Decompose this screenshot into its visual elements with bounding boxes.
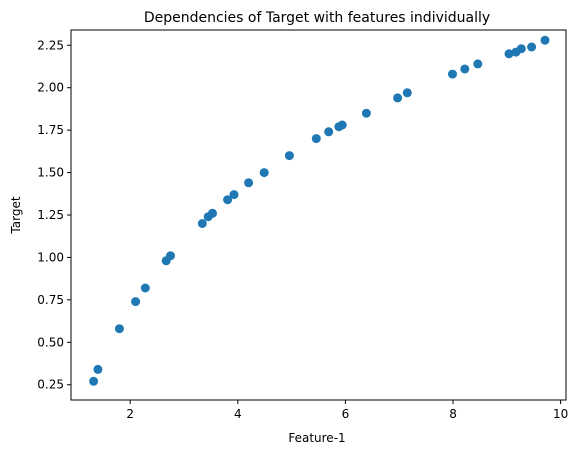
data-point bbox=[324, 127, 334, 137]
y-tick-label: 0.25 bbox=[37, 378, 64, 392]
data-point bbox=[244, 178, 254, 188]
y-axis: 0.25 0.50 0.75 1.00 1.25 1.50 1.75 2.00 2.25 bbox=[37, 38, 71, 392]
data-point bbox=[540, 35, 550, 45]
data-point bbox=[284, 151, 294, 161]
data-point bbox=[93, 364, 103, 374]
data-point bbox=[311, 134, 321, 144]
data-point bbox=[473, 59, 483, 69]
data-point bbox=[361, 108, 371, 118]
y-axis-label: Target bbox=[9, 196, 23, 234]
data-point bbox=[140, 283, 150, 293]
data-point bbox=[131, 297, 141, 307]
data-point bbox=[208, 208, 217, 218]
x-axis: 2 4 6 8 10 bbox=[126, 400, 568, 421]
y-tick-label: 1.50 bbox=[37, 166, 64, 180]
data-point bbox=[166, 251, 175, 261]
data-point bbox=[402, 88, 412, 98]
data-point bbox=[197, 219, 207, 228]
chart-title: Dependencies of Target with features ind… bbox=[144, 10, 490, 26]
y-tick-label: 1.25 bbox=[37, 208, 64, 222]
x-tick-label: 10 bbox=[553, 407, 568, 421]
x-tick-label: 4 bbox=[234, 407, 242, 421]
y-tick-label: 0.75 bbox=[37, 293, 64, 307]
data-point bbox=[114, 324, 124, 334]
x-axis-label: Feature-1 bbox=[288, 431, 345, 445]
data-point bbox=[393, 93, 403, 103]
y-tick-label: 1.75 bbox=[37, 123, 64, 137]
data-point bbox=[259, 168, 269, 178]
axes-frame bbox=[70, 29, 567, 401]
y-tick-label: 1.00 bbox=[37, 250, 64, 264]
data-point bbox=[229, 190, 239, 200]
data-point bbox=[337, 120, 347, 130]
x-tick-label: 8 bbox=[449, 407, 457, 421]
x-tick-label: 6 bbox=[342, 407, 350, 421]
data-point bbox=[89, 376, 99, 386]
y-tick-label: 0.50 bbox=[37, 335, 64, 349]
data-point bbox=[460, 64, 470, 74]
plot-area bbox=[89, 35, 550, 386]
y-tick-label: 2.25 bbox=[37, 38, 64, 52]
y-tick-label: 2.00 bbox=[37, 81, 64, 95]
data-point bbox=[223, 195, 233, 205]
x-tick-label: 2 bbox=[126, 407, 134, 421]
data-point bbox=[504, 49, 514, 59]
data-point bbox=[516, 44, 526, 54]
data-point bbox=[448, 69, 457, 79]
data-point bbox=[527, 42, 537, 52]
